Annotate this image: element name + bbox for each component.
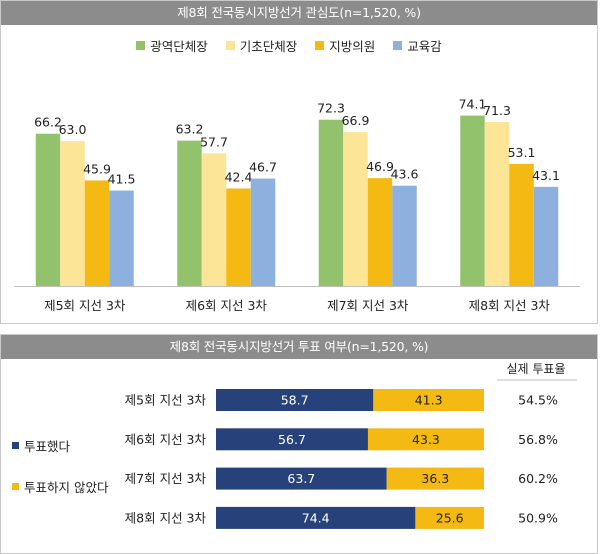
voting-bar-segment: [216, 467, 387, 490]
interest-value-label: 74.1: [459, 97, 487, 112]
voting-value-label: 63.7: [287, 471, 315, 486]
voting-value-label: 58.7: [281, 393, 309, 408]
interest-bar: [226, 188, 251, 286]
turnout-column-header: 실제 투표율: [506, 362, 565, 376]
voting-category-label: 제5회 지선 3차: [125, 393, 207, 408]
interest-category-label: 제6회 지선 3차: [186, 298, 268, 313]
interest-legend-item: 교육감: [393, 36, 442, 55]
voting-bar-segment: [373, 389, 484, 411]
voting-category-label: 제7회 지선 3차: [125, 471, 207, 486]
voting-legend-label: 투표하지 않았다: [24, 480, 109, 495]
interest-legend-swatch: [225, 41, 235, 50]
interest-legend-swatch: [136, 41, 146, 50]
voting-bar-segment: [216, 506, 416, 529]
interest-legend-label: 교육감: [407, 39, 442, 54]
interest-bar: [250, 178, 276, 286]
voting-legend-item: 투표했다: [12, 436, 108, 455]
voting-legend-label: 투표했다: [24, 439, 71, 454]
interest-value-label: 63.0: [59, 122, 87, 137]
interest-bar: [177, 140, 202, 286]
voting-value-label: 25.6: [436, 510, 464, 525]
interest-legend-item: 광역단체장: [136, 36, 208, 55]
interest-chart-legend: 광역단체장 기초단체장 지방의원 교육감: [0, 36, 596, 55]
interest-value-label: 42.4: [225, 169, 253, 184]
interest-legend-item: 기초단체장: [225, 36, 298, 55]
voting-chart-title: 제8회 전국동시지방선거 투표 여부(n=1,520, %): [1, 335, 597, 359]
interest-bar: [109, 190, 134, 286]
turnout-value: 50.9%: [518, 510, 558, 525]
interest-bar: [318, 119, 344, 287]
interest-bar: [460, 115, 485, 286]
interest-value-label: 43.1: [532, 168, 560, 183]
interest-value-label: 63.2: [176, 122, 204, 137]
turnout-value: 54.5%: [518, 393, 558, 408]
voting-category-label: 제6회 지선 3차: [125, 432, 207, 447]
interest-value-label: 72.3: [317, 101, 345, 116]
interest-value-label: 66.2: [34, 115, 62, 130]
interest-bar: [84, 180, 110, 286]
interest-value-label: 46.9: [366, 159, 394, 174]
turnout-value: 56.8%: [518, 432, 558, 447]
voting-legend-swatch: [12, 442, 19, 449]
voting-value-label: 74.4: [302, 510, 330, 525]
turnout-value: 60.2%: [518, 471, 558, 486]
voting-legend-swatch: [12, 483, 19, 490]
interest-chart-title: 제8회 전국동시지방선거 관심도(n=1,520, %): [1, 1, 597, 25]
interest-category-label: 제5회 지선 3차: [44, 298, 126, 313]
interest-value-label: 46.7: [249, 160, 277, 175]
interest-value-label: 53.1: [508, 145, 536, 160]
interest-bar: [201, 153, 227, 286]
interest-bar: [509, 163, 534, 286]
interest-category-label: 제8회 지선 3차: [469, 298, 551, 313]
interest-value-label: 43.6: [391, 167, 419, 182]
voting-value-label: 56.7: [278, 432, 306, 447]
interest-bar: [35, 133, 61, 286]
interest-bar: [533, 186, 559, 286]
interest-value-label: 71.3: [483, 103, 511, 118]
interest-bar: [367, 178, 393, 286]
voting-bar-segment: [386, 467, 484, 490]
voting-bar-segment: [216, 428, 368, 451]
voting-bar-segment: [216, 389, 374, 411]
voting-bar-segment: [367, 428, 484, 451]
voting-bar-segment: [415, 506, 484, 529]
interest-bar: [392, 185, 417, 286]
voting-value-label: 36.3: [421, 471, 449, 486]
interest-legend-swatch: [393, 41, 403, 50]
voting-value-label: 43.3: [412, 432, 440, 447]
voting-value-label: 41.3: [415, 393, 443, 408]
voting-category-label: 제8회 지선 3차: [125, 510, 207, 525]
interest-value-label: 41.5: [108, 172, 136, 187]
interest-legend-label: 지방의원: [329, 39, 376, 54]
interest-value-label: 45.9: [83, 161, 111, 176]
interest-legend-swatch: [315, 41, 325, 50]
interest-legend-item: 지방의원: [315, 36, 375, 55]
interest-value-label: 57.7: [200, 134, 228, 149]
interest-legend-label: 기초단체장: [239, 39, 298, 54]
interest-value-label: 66.9: [342, 113, 370, 128]
voting-legend-item: 투표하지 않았다: [12, 477, 108, 496]
interest-bar: [60, 141, 85, 286]
interest-category-label: 제7회 지선 3차: [327, 298, 409, 313]
interest-legend-label: 광역단체장: [150, 39, 208, 54]
interest-bar: [484, 122, 510, 286]
interest-bar: [343, 132, 368, 286]
